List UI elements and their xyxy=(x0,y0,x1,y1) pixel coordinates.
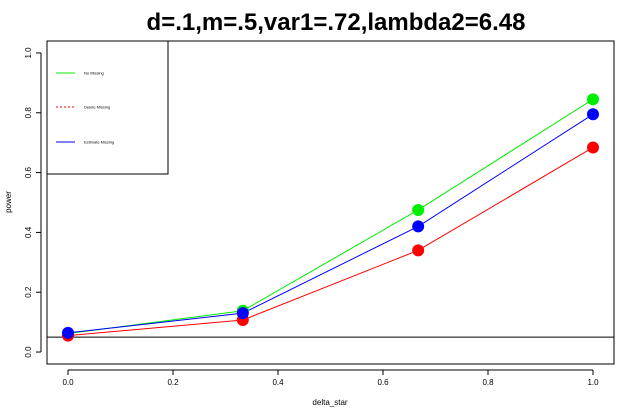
x-axis-label: delta_star xyxy=(312,398,347,407)
y-tick-label: 0.2 xyxy=(24,286,33,298)
y-axis: 0.0 0.2 0.4 0.6 0.8 1.0 xyxy=(24,47,42,358)
data-point-2-0 xyxy=(62,326,74,339)
data-point-0-3 xyxy=(587,93,599,106)
data-point-1-2 xyxy=(412,244,425,257)
data-point-2-3 xyxy=(587,108,599,121)
data-point-2-1 xyxy=(236,307,249,320)
y-tick-label: 0.4 xyxy=(24,226,33,238)
y-axis-label: power xyxy=(4,191,13,213)
x-tick-label: 1.0 xyxy=(587,378,599,387)
plot-area xyxy=(46,40,615,365)
series-line-0 xyxy=(67,98,594,334)
series-line-1 xyxy=(67,147,594,337)
y-tick-label: 0.6 xyxy=(24,166,33,178)
y-tick-label: 1.0 xyxy=(24,47,33,59)
data-point-2-2 xyxy=(412,220,425,233)
x-tick-label: 0.6 xyxy=(377,378,389,387)
y-tick-label: 0.8 xyxy=(24,107,33,119)
chart-title: d=.1,m=.5,var1=.72,lambda2=6.48 xyxy=(147,9,526,36)
data-point-1-3 xyxy=(587,141,599,154)
series-layer xyxy=(62,93,599,342)
legend: No Missing Delete Missing Estimate Missing xyxy=(46,40,169,175)
x-tick-label: 0.8 xyxy=(482,378,494,387)
x-axis: 0.0 0.2 0.4 0.6 0.8 1.0 xyxy=(62,369,599,387)
x-tick-label: 0.4 xyxy=(272,378,284,387)
legend-label-0: No Missing xyxy=(84,71,104,76)
series-line-2 xyxy=(67,113,594,334)
legend-label-1: Delete Missing xyxy=(84,105,110,110)
legend-box xyxy=(46,40,169,175)
y-tick-label: 0.0 xyxy=(24,346,33,358)
x-tick-label: 0.0 xyxy=(62,378,74,387)
legend-label-2: Estimate Missing xyxy=(84,140,114,145)
data-point-0-2 xyxy=(412,203,425,216)
x-tick-label: 0.2 xyxy=(167,378,179,387)
